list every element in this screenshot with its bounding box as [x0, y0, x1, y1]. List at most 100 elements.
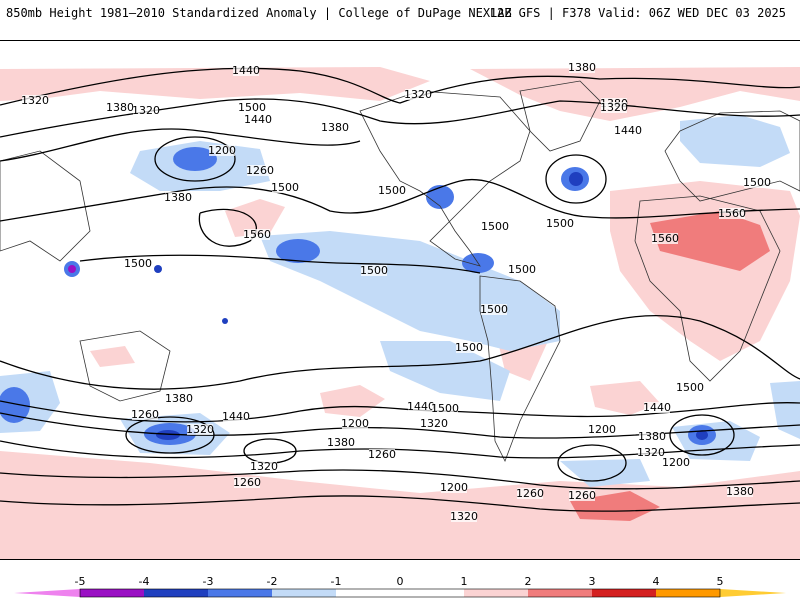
contour-label-bg	[639, 431, 665, 442]
anomaly-map: 1440 1380 1320 1500 1380 1440 1320 1320 1200 1260…	[0, 40, 800, 560]
colorbar-bin-neg4	[80, 589, 144, 597]
contour-1260-south	[0, 469, 800, 490]
neg4-anom-central-america	[68, 265, 76, 273]
colorbar-tick-label: 4	[652, 575, 660, 588]
contour-label-bg	[107, 102, 133, 113]
contour-label-bg	[272, 182, 298, 193]
colorbar-tick-label: 0	[396, 575, 404, 588]
colorbar-bin-pos1	[464, 589, 528, 597]
model-run-info: 12Z GFS | F378 Valid: 06Z WED DEC 03 202…	[489, 6, 786, 20]
contour-label: 1320	[420, 417, 448, 430]
contour-low-south-pacific	[125, 416, 215, 454]
contour-label: 1440	[407, 400, 435, 413]
colorbar-bin-zero-neg	[336, 589, 400, 597]
pos2-anom-north-africa	[650, 211, 770, 271]
contour-label-bg	[509, 264, 535, 275]
contour-label-bg	[247, 165, 273, 176]
neg3-anom-south-pacific	[156, 430, 180, 440]
pos-anom-south-indian	[590, 381, 660, 415]
contour-label: 1320	[450, 510, 478, 523]
contour-label-bg	[408, 401, 434, 412]
contour-label: 1440	[232, 64, 260, 77]
contour-1500-tropic	[79, 254, 481, 274]
colorbar-bin-neg3	[144, 589, 208, 597]
contour-label: 1560	[718, 207, 746, 220]
contour-label: 1260	[568, 489, 596, 502]
colorbar-tick-label: 5	[716, 575, 724, 588]
pos-anom-north-atlantic	[470, 67, 800, 121]
contour-label-bg	[342, 418, 368, 429]
colorbar-bin-pos3	[592, 589, 656, 597]
contour-label: 1500	[431, 402, 459, 415]
contour-label-bg	[209, 145, 235, 156]
contour-label-bg	[589, 424, 615, 435]
colorbar-tick-label: -3	[202, 575, 214, 588]
contour-label-bg	[379, 185, 405, 196]
neg-anom-tropical-pacific	[260, 231, 560, 351]
europe-asia-outline	[664, 110, 800, 202]
contour-label-bg	[239, 102, 265, 113]
contour-label: 1260	[246, 164, 274, 177]
contour-1320-south	[0, 440, 800, 459]
contour-1440-north	[0, 67, 800, 106]
contour-label-bg	[719, 208, 745, 219]
contour-label: 1500	[481, 220, 509, 233]
neg3-anom-hawaii	[154, 265, 162, 273]
greenland-outline	[519, 80, 601, 152]
contour-label-bg	[369, 449, 395, 460]
contour-label-bg	[601, 102, 627, 113]
contour-label: 1320	[132, 104, 160, 117]
contour-label-bg	[166, 393, 192, 404]
colorbar-bin-pos2	[528, 589, 592, 597]
colorbar-bin-pos4	[656, 589, 720, 597]
colorbar	[0, 559, 800, 600]
contour-label-bg	[22, 95, 48, 106]
contour-1500-south	[0, 314, 800, 390]
contour-1380-south	[0, 412, 800, 439]
contour-label: 1500	[124, 257, 152, 270]
contour-label: 1260	[131, 408, 159, 421]
contour-low-south-indian	[669, 414, 735, 456]
contour-label-bg	[615, 125, 641, 136]
contour-label-bg	[677, 382, 703, 393]
colorbar-tick-label: 3	[588, 575, 596, 588]
contour-label-bg	[663, 457, 689, 468]
pos-anom-mid-pacific	[225, 199, 285, 237]
contour-label-bg	[405, 89, 431, 100]
contour-1320-north	[0, 128, 361, 162]
neg2-anom-us-southwest	[426, 185, 454, 209]
contour-label: 1440	[244, 113, 272, 126]
contour-labels: 1440 138013201500138014401320132012001260…	[21, 61, 771, 523]
colorbar-bin-neg2	[208, 589, 272, 597]
colorbar-bin-neg1	[272, 589, 336, 597]
africa-outline	[634, 195, 781, 382]
asia-east-outline	[0, 150, 91, 262]
contour-label: 1320	[600, 101, 628, 114]
contour-label-bg	[125, 258, 151, 269]
north-america-outline	[359, 90, 531, 267]
contour-label: 1440	[222, 410, 250, 423]
contour-label: 1500	[455, 341, 483, 354]
contour-label-bg	[251, 461, 277, 472]
neg3-anom-north-atlantic	[569, 172, 583, 186]
contour-label-bg	[244, 229, 270, 240]
map-svg: 1440 138013201500138014401320132012001260…	[0, 61, 800, 559]
contour-label: 1320	[250, 460, 278, 473]
contour-label: 1500	[743, 176, 771, 189]
contour-label-bg	[187, 424, 213, 435]
contour-label: 1200	[588, 423, 616, 436]
contour-label: 1380	[164, 191, 192, 204]
contour-label-bg	[456, 342, 482, 353]
contour-label: 1380	[165, 392, 193, 405]
contour-low-south-atlantic	[557, 444, 627, 482]
very-strong-negative-fills	[68, 172, 708, 440]
contour-label: 1560	[651, 232, 679, 245]
contour-label: 1380	[106, 101, 134, 114]
contour-label: 1200	[341, 417, 369, 430]
map-title: 850mb Height 1981–2010 Standardized Anom…	[6, 6, 512, 20]
neg-anom-europe	[680, 115, 790, 167]
contour-label-bg	[744, 177, 770, 188]
contour-label-bg	[432, 403, 458, 414]
colorbar-tick-label: 1	[460, 575, 468, 588]
colorbar-right-cap	[720, 589, 786, 597]
